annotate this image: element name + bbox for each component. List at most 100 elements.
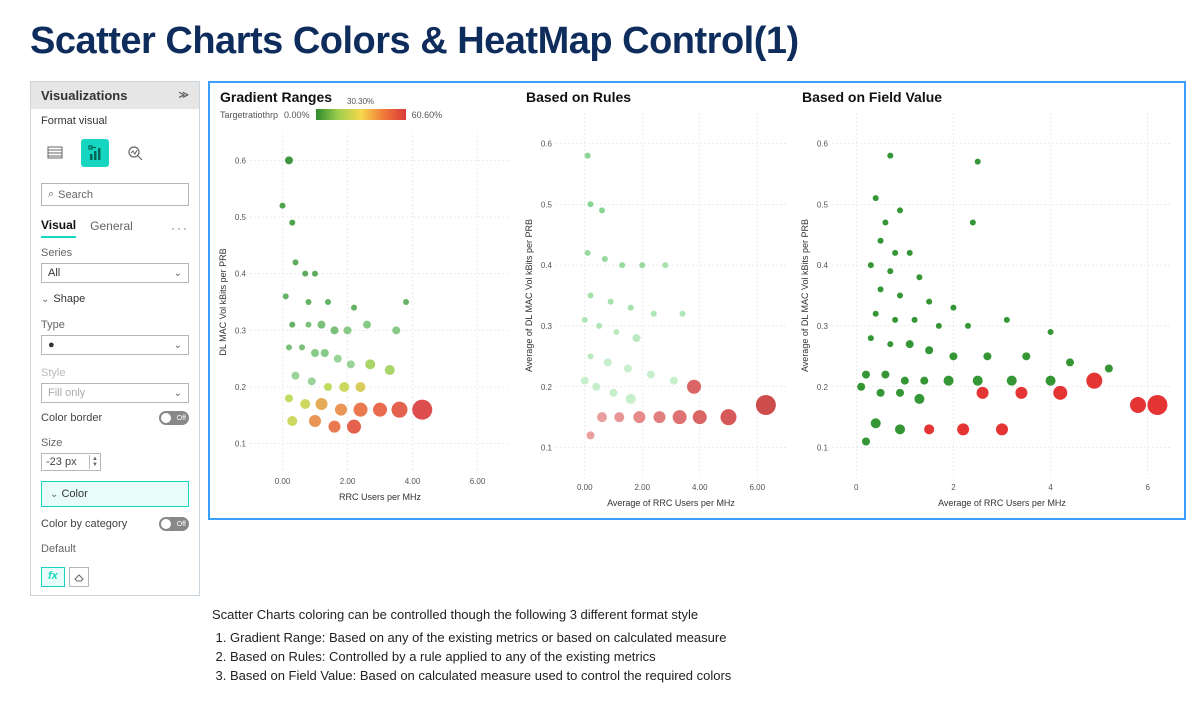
style-label: Style [41,367,189,379]
svg-text:RRC Users per MHz: RRC Users per MHz [339,492,422,502]
fx-row: fx [31,563,199,595]
color-border-label: Color border [41,412,102,424]
chevron-down-icon: ⌄ [174,268,182,279]
panel-mode-icons [31,133,199,177]
color-by-category-row: Color by category Off [31,513,199,535]
default-section: Default [31,535,199,563]
search-icon: ⌕ [48,188,54,201]
svg-text:0.2: 0.2 [817,383,829,392]
search-input[interactable]: ⌕ Search [41,183,189,206]
chart-col-1: Gradient Ranges Targetratiothrp 0.00% 30… [216,87,516,512]
series-label: Series [41,247,189,259]
svg-text:0.3: 0.3 [817,322,829,331]
analytics-icon[interactable] [121,139,149,167]
scatter-chart-3: 0.10.20.30.40.50.60246Average of RRC Use… [798,107,1178,512]
color-expander[interactable]: ⌄ Color [41,481,189,507]
tab-visual[interactable]: Visual [41,218,76,238]
default-label: Default [41,543,189,555]
type-select[interactable]: ● ⌄ [41,335,189,355]
color-border-toggle[interactable]: Off [159,411,189,425]
panel-subheader: Format visual [31,109,199,133]
tab-more-icon[interactable]: ··· [171,221,189,235]
scatter-chart-2: 0.10.20.30.40.50.60.002.004.006.00Averag… [522,107,792,512]
gradient-bar: 30.30% [316,109,406,120]
build-visual-icon[interactable] [41,139,69,167]
panel-header: Visualizations ≫ [31,82,199,109]
description-item: Based on Rules: Controlled by a rule app… [230,648,1166,667]
search-placeholder: Search [58,189,93,201]
format-visual-icon[interactable] [81,139,109,167]
svg-text:0: 0 [854,483,859,492]
type-label: Type [41,319,189,331]
svg-text:Average of RRC Users per MHz: Average of RRC Users per MHz [938,498,1066,508]
legend-min: 0.00% [284,110,310,120]
visualizations-panel: Visualizations ≫ Format visual ⌕ Search … [30,81,200,596]
collapse-icon[interactable]: ≫ [179,90,189,101]
svg-text:2: 2 [951,483,956,492]
description-intro: Scatter Charts coloring can be controlle… [212,606,1166,625]
chart-col-2: Based on Rules 0.10.20.30.40.50.60.002.0… [522,87,792,512]
svg-text:6: 6 [1145,483,1150,492]
legend-max: 60.60% [412,110,443,120]
fx-button[interactable]: fx [41,567,65,587]
svg-text:0.4: 0.4 [817,261,829,270]
type-section: Type ● ⌄ [31,311,199,359]
svg-text:4: 4 [1048,483,1053,492]
type-value: ● [48,339,55,351]
svg-text:DL MAC Vol kBits per PRB: DL MAC Vol kBits per PRB [218,248,228,355]
toggle-state: Off [177,521,186,528]
style-section: Style Fill only ⌄ [31,359,199,407]
toggle-state: Off [177,415,186,422]
svg-text:0.2: 0.2 [541,383,553,392]
panel-header-label: Visualizations [41,88,127,103]
svg-text:0.3: 0.3 [541,322,553,331]
size-value: -23 px [42,454,89,470]
svg-text:0.1: 0.1 [235,440,247,449]
size-spinner[interactable]: -23 px ▲▼ [41,453,101,471]
style-select[interactable]: Fill only ⌄ [41,383,189,403]
shape-expander[interactable]: ⌄ Shape [31,287,199,311]
svg-text:Average of DL MAC Vol kBits pe: Average of DL MAC Vol kBits per PRB [524,219,534,372]
svg-text:Average of RRC Users per MHz: Average of RRC Users per MHz [607,498,735,508]
tab-general[interactable]: General [90,219,133,237]
series-value: All [48,267,60,279]
svg-text:Average of DL MAC Vol kBits pe: Average of DL MAC Vol kBits per PRB [800,219,810,372]
shape-label: Shape [53,293,85,305]
color-by-category-toggle[interactable]: Off [159,517,189,531]
color-by-category-label: Color by category [41,518,127,530]
erase-button[interactable] [69,567,89,587]
svg-text:4.00: 4.00 [692,483,708,492]
svg-text:4.00: 4.00 [405,477,421,486]
page-title: Scatter Charts Colors & HeatMap Control(… [30,20,1170,63]
svg-text:0.6: 0.6 [541,139,553,148]
svg-text:0.2: 0.2 [235,383,247,392]
svg-text:2.00: 2.00 [340,477,356,486]
svg-text:0.6: 0.6 [817,139,829,148]
svg-text:0.5: 0.5 [541,200,553,209]
color-label: Color [61,488,87,500]
panel-tabs: Visual General ··· [31,212,199,239]
chevron-down-icon: ⌄ [174,340,182,351]
svg-text:0.4: 0.4 [235,270,247,279]
size-label: Size [41,437,189,449]
chevron-down-icon: ⌄ [41,294,49,305]
description-list: Gradient Range: Based on any of the exis… [230,629,1166,686]
spinner-buttons[interactable]: ▲▼ [89,455,100,469]
series-select[interactable]: All ⌄ [41,263,189,283]
svg-text:0.3: 0.3 [235,326,247,335]
style-value: Fill only [48,387,85,399]
scatter-chart-1: 0.10.20.30.40.50.60.002.004.006.00RRC Us… [216,126,516,506]
description: Scatter Charts coloring can be controlle… [208,596,1170,685]
charts-row: Gradient Ranges Targetratiothrp 0.00% 30… [216,87,1178,512]
size-section: Size -23 px ▲▼ [31,429,199,475]
chart-title-2: Based on Rules [522,87,792,107]
svg-text:0.1: 0.1 [817,444,829,453]
gradient-legend: Targetratiothrp 0.00% 30.30% 60.60% [216,107,516,126]
legend-field: Targetratiothrp [220,110,278,120]
svg-text:0.4: 0.4 [541,261,553,270]
svg-text:0.00: 0.00 [577,483,593,492]
chart-col-3: Based on Field Value 0.10.20.30.40.50.60… [798,87,1178,512]
charts-container: Gradient Ranges Targetratiothrp 0.00% 30… [208,81,1186,520]
svg-text:2.00: 2.00 [634,483,650,492]
svg-text:6.00: 6.00 [749,483,765,492]
